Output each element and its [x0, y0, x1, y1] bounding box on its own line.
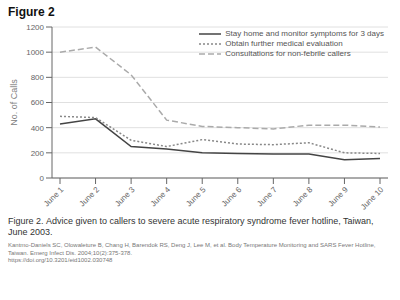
svg-text:June 9: June 9 [327, 185, 351, 209]
html-text:Figure 2. Advice given to call: Figure 2. Advice given to callers to sev… [8, 216, 374, 237]
svg-text:1000: 1000 [26, 48, 44, 57]
svg-text:600: 600 [31, 98, 45, 107]
svg-text:1200: 1200 [26, 23, 44, 32]
svg-text:June 7: June 7 [255, 185, 279, 209]
svg-text:June 2: June 2 [78, 185, 102, 209]
html-text:Figure 2: Figure 2 [8, 5, 55, 19]
svg-text:June 10: June 10 [359, 185, 386, 212]
svg-text:June 4: June 4 [149, 185, 173, 209]
svg-text:No. of Calls: No. of Calls [9, 79, 19, 126]
html-text:Kantmo-Daniels SC, Olowaleture: Kantmo-Daniels SC, Olowaleture B, Chang … [8, 242, 376, 256]
html-text:Obtain further medical evaluat: Obtain further medical evaluation [225, 39, 343, 48]
svg-text:0: 0 [40, 174, 45, 183]
svg-text:June 8: June 8 [291, 185, 315, 209]
html-text:Consultations for non-febrile: Consultations for non-febrile callers [225, 49, 351, 58]
svg-text:400: 400 [31, 124, 45, 133]
svg-text:June 1: June 1 [42, 185, 66, 209]
svg-text:June 3: June 3 [113, 185, 137, 209]
html-text:Stay home and monitor symptoms: Stay home and monitor symptoms for 3 day… [225, 29, 384, 38]
svg-text:800: 800 [31, 73, 45, 82]
svg-text:200: 200 [31, 149, 45, 158]
svg-text:June 6: June 6 [220, 185, 244, 209]
svg-text:June 5: June 5 [184, 185, 208, 209]
html-text:https://doi.org/10.3201/eid100: https://doi.org/10.3201/eid1002.030748 [8, 257, 113, 263]
